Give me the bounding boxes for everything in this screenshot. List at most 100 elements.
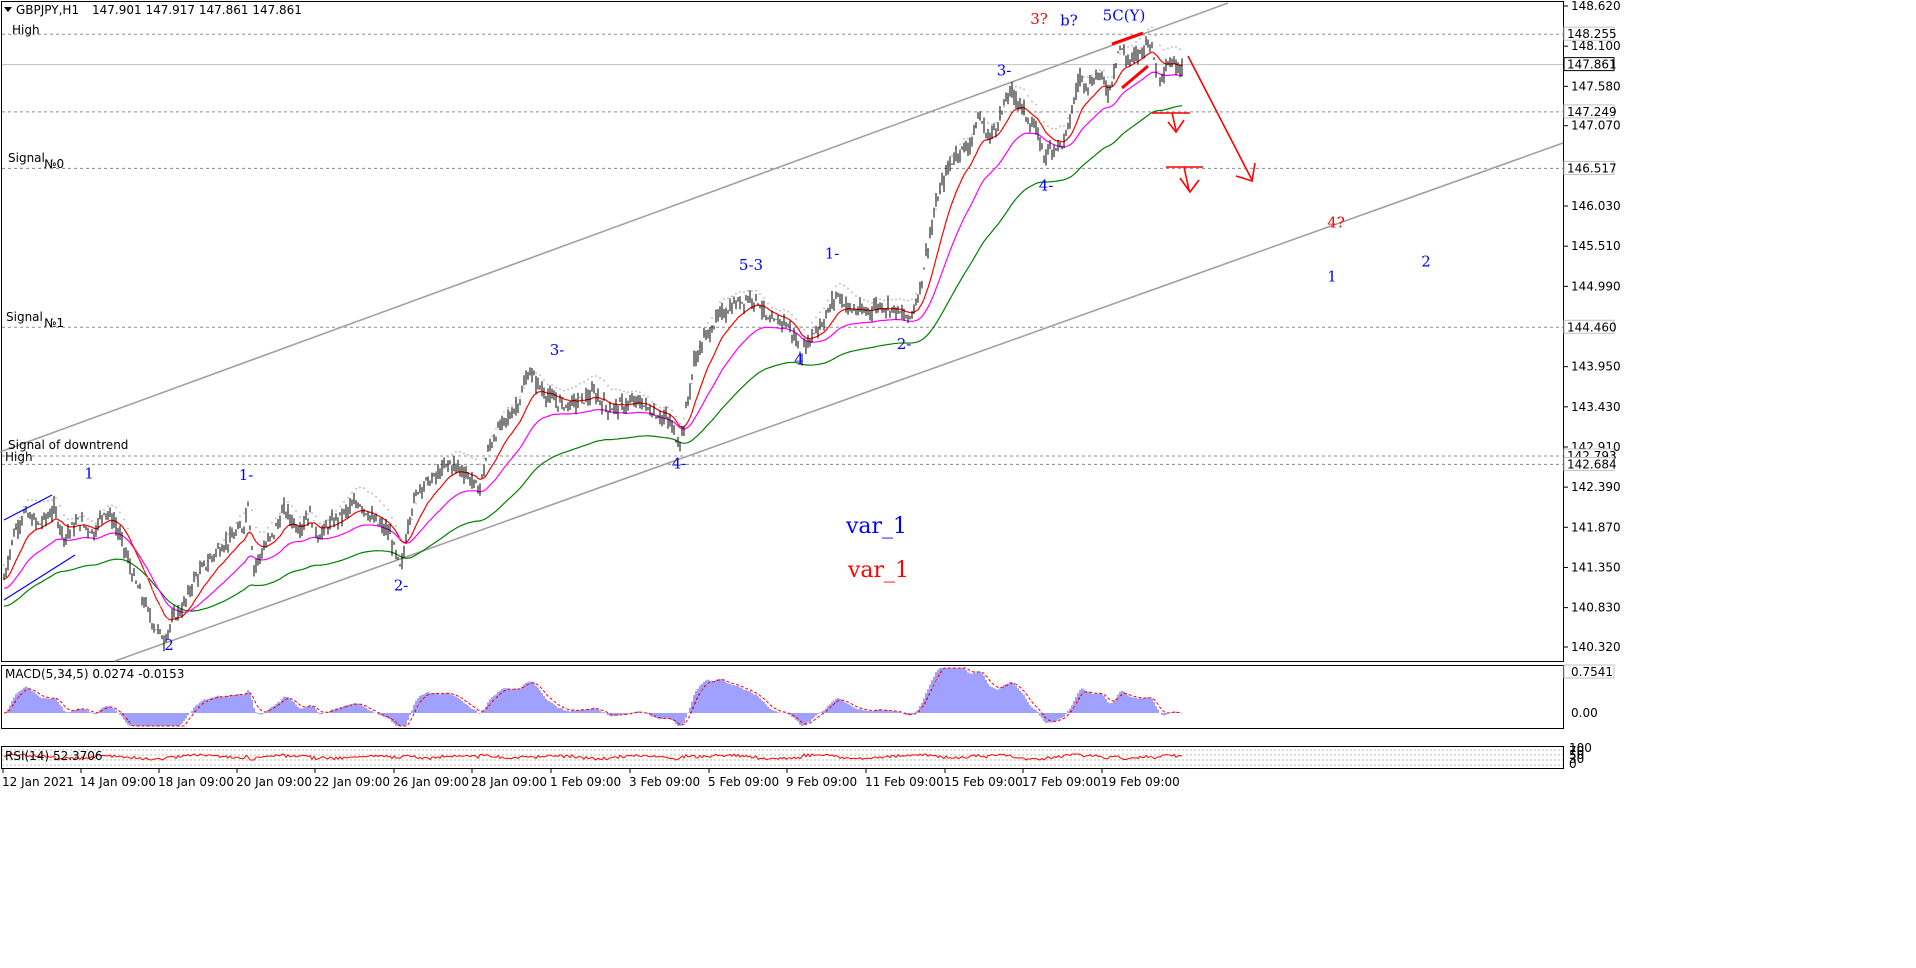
- envelope-dot: [775, 308, 777, 311]
- envelope-dot: [479, 463, 481, 466]
- envelope-dot: [291, 505, 293, 508]
- envelope-dot: [1119, 52, 1121, 55]
- level-label-box: [1563, 26, 1615, 41]
- envelope-dot: [279, 512, 281, 515]
- level-label: 146.517: [1567, 161, 1617, 175]
- envelope-dot: [447, 455, 449, 458]
- envelope-dot: [807, 326, 809, 329]
- macd-histogram: [3, 667, 1183, 727]
- envelope-dot: [1179, 48, 1181, 51]
- envelope-dot: [711, 317, 713, 320]
- envelope-dot: [263, 531, 265, 533]
- envelope-dot: [903, 299, 905, 302]
- envelope-dot: [799, 325, 801, 328]
- envelope-dot: [1031, 100, 1033, 103]
- envelope-dot: [87, 517, 89, 520]
- envelope-dot: [855, 295, 857, 297]
- envelope-dot: [483, 457, 485, 460]
- envelope-dot: [835, 285, 837, 288]
- top-red-line-lower: [1121, 64, 1149, 90]
- envelope-dot: [467, 453, 469, 456]
- envelope-dot: [51, 499, 53, 501]
- forecast-arrow-small-2: [1166, 166, 1203, 194]
- envelope-dot: [755, 289, 757, 292]
- envelope-dot: [323, 520, 325, 523]
- wave-label: 2: [1421, 252, 1431, 270]
- envelope-dot: [891, 298, 893, 301]
- envelope-dot: [271, 521, 273, 524]
- label-signal-1-number: №1: [44, 316, 64, 330]
- envelope-dot: [115, 506, 117, 509]
- envelope-dot: [383, 504, 385, 507]
- envelope-dot: [551, 384, 553, 387]
- envelope-dot: [1019, 87, 1021, 89]
- envelope-dot: [991, 123, 993, 126]
- level-label-box: [1563, 160, 1615, 175]
- envelope-dot: [1171, 46, 1173, 48]
- envelope-dot: [135, 548, 137, 551]
- envelope-dot: [507, 406, 509, 409]
- envelope-dot: [951, 154, 953, 157]
- wave-label: 2-: [394, 577, 409, 595]
- symbol-menu-icon[interactable]: [4, 7, 12, 12]
- envelope-dot: [783, 309, 785, 311]
- envelope-dot: [815, 316, 817, 319]
- envelope-dot: [611, 388, 613, 391]
- envelope-dot: [243, 512, 245, 515]
- envelope-dot: [635, 390, 637, 393]
- envelope-dot: [575, 385, 577, 388]
- wave-label: 3-: [997, 62, 1012, 80]
- wave-label: 4: [794, 350, 804, 368]
- envelope-dot: [743, 291, 745, 294]
- level-label: 147.249: [1567, 105, 1617, 119]
- envelope-dot: [1091, 75, 1093, 77]
- envelope-dot: [67, 518, 69, 521]
- time-axis[interactable]: 12 Jan 2021 14 Jan 09:00 18 Jan 09:00 20 Ja…: [2, 769, 1180, 789]
- envelope-dot: [971, 133, 973, 136]
- envelope-dot: [883, 299, 885, 302]
- price-tick-label: 148.620: [1571, 0, 1621, 13]
- envelope-dot: [595, 375, 597, 377]
- envelope-dot: [235, 521, 237, 524]
- envelope-dot: [415, 502, 417, 505]
- envelope-dot: [347, 496, 349, 499]
- envelope-dot: [1147, 28, 1149, 31]
- channel-lower-line: [114, 142, 1564, 662]
- macd-pane[interactable]: [1, 665, 1564, 729]
- envelope-dot: [587, 378, 589, 381]
- envelope-dot: [391, 516, 393, 519]
- envelope-dot: [879, 298, 881, 301]
- ma-green-line: [3, 105, 1183, 612]
- envelope-dot: [79, 515, 81, 518]
- envelope-dot: [327, 519, 329, 521]
- rsi-tick-label: 30: [1569, 752, 1584, 766]
- wave-label: 5C(Y): [1103, 7, 1146, 25]
- envelope-dot: [707, 322, 709, 325]
- envelope-dot: [491, 435, 493, 438]
- envelope-dot: [1059, 125, 1061, 128]
- envelope-dot: [967, 137, 969, 140]
- envelope-dot: [599, 376, 601, 379]
- envelope-dot: [899, 297, 901, 300]
- price-tick-label: 142.390: [1571, 480, 1621, 494]
- envelope-dot: [547, 383, 549, 386]
- envelope-dot: [723, 298, 725, 300]
- envelope-dot: [155, 599, 157, 601]
- envelope-dot: [615, 388, 617, 391]
- price-tick-label: 141.350: [1571, 560, 1621, 574]
- rsi-pane[interactable]: [1, 746, 1564, 769]
- envelope-dot: [195, 577, 197, 580]
- envelope-dot: [1099, 69, 1101, 72]
- envelope-dot: [659, 406, 661, 409]
- envelope-dot: [1015, 85, 1017, 88]
- wave-label: 1-: [825, 245, 840, 263]
- price-tick-label: 148.100: [1571, 39, 1621, 53]
- envelope-dot: [1047, 125, 1049, 128]
- envelope-dot: [319, 522, 321, 525]
- start-blue-trendline: [3, 494, 53, 521]
- envelope-dot: [227, 533, 229, 536]
- envelope-dot: [539, 374, 541, 377]
- ma-magenta-line: [3, 71, 1183, 613]
- envelope-dot: [163, 614, 165, 617]
